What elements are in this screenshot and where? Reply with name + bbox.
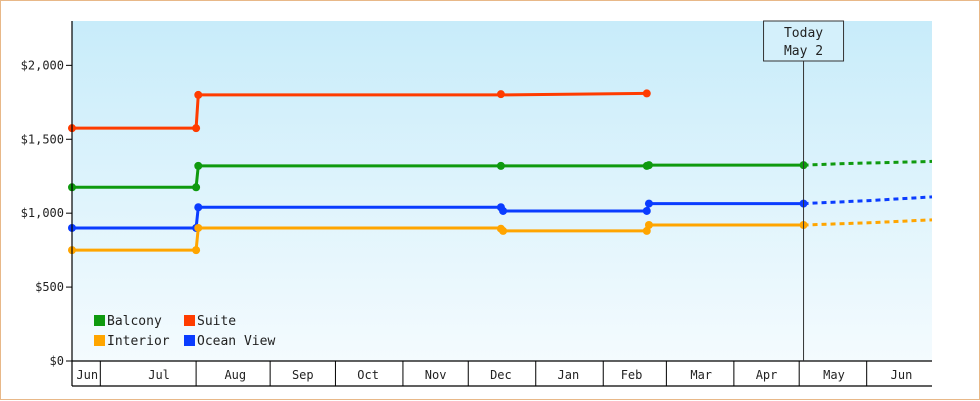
legend-swatch (184, 335, 195, 346)
today-box (763, 20, 845, 62)
data-point-balcony (644, 161, 653, 170)
today-label: Today (784, 26, 823, 41)
series-layer (68, 89, 933, 255)
data-point-interior (499, 226, 508, 235)
data-point-balcony (194, 161, 203, 170)
series-forecast-interior (803, 218, 933, 227)
y-tick-label: $500 (35, 280, 64, 294)
series-line-balcony (70, 163, 806, 189)
data-point-suite (642, 89, 651, 98)
x-tick-label: Oct (357, 368, 379, 382)
legend-label: Suite (197, 314, 236, 329)
data-point-suite (194, 90, 203, 99)
data-point-ocean-view (642, 206, 651, 215)
data-point-ocean-view (499, 206, 508, 215)
legend-label: Interior (107, 334, 170, 349)
data-point-balcony (496, 161, 505, 170)
series-forecast-balcony (803, 159, 933, 167)
x-tick-label: Nov (425, 368, 447, 382)
today-date: May 2 (784, 44, 823, 59)
legend-swatch (94, 335, 105, 346)
y-tick-label: $1,500 (21, 132, 64, 146)
x-tick-label: Jun (76, 368, 98, 382)
x-tick-label: May (823, 368, 845, 382)
x-tick-label: Jul (148, 368, 170, 382)
legend-swatch (184, 315, 195, 326)
y-tick-label: $0 (50, 354, 64, 368)
axis-layer: $0 $500 $1,000 $1,500 $2,000 Jun Jul Aug Sep Oct N… (21, 21, 932, 387)
x-tick-label: Feb (621, 368, 643, 382)
data-point-balcony (192, 183, 201, 192)
data-point-ocean-view (194, 203, 203, 212)
x-tick-label: Jun (891, 368, 913, 382)
x-tick-label: Aug (224, 368, 246, 382)
x-tick-label: Apr (756, 368, 778, 382)
data-point-interior (194, 223, 203, 232)
data-point-ocean-view (644, 199, 653, 208)
x-tick-label: Dec (490, 368, 512, 382)
plot-background (72, 21, 932, 361)
data-point-suite (192, 124, 201, 133)
x-tick-label: Mar (690, 368, 712, 382)
legend-label: Ocean View (197, 334, 275, 349)
y-tick-label: $1,000 (21, 206, 64, 220)
y-tick-label: $2,000 (21, 58, 64, 72)
x-tick-label: Sep (292, 368, 314, 382)
today-marker: Today May 2 (763, 20, 845, 361)
x-tick-label: Jan (558, 368, 580, 382)
legend-label: Balcony (107, 314, 162, 329)
legend: Balcony Suite Interior Ocean View (94, 314, 275, 349)
data-point-interior (644, 221, 653, 229)
data-point-interior (192, 246, 201, 255)
legend-swatch (94, 315, 105, 326)
data-point-suite (496, 90, 505, 99)
series-forecast-ocean-view (803, 195, 933, 206)
